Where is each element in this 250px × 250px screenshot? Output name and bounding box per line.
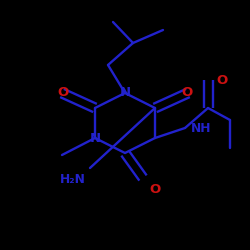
- Text: O: O: [182, 86, 192, 98]
- Text: N: N: [90, 132, 101, 144]
- Text: O: O: [58, 86, 68, 98]
- Text: N: N: [120, 86, 130, 100]
- Text: NH: NH: [191, 122, 212, 134]
- Text: H₂N: H₂N: [60, 173, 86, 186]
- Text: O: O: [149, 183, 160, 196]
- Text: O: O: [216, 74, 227, 86]
